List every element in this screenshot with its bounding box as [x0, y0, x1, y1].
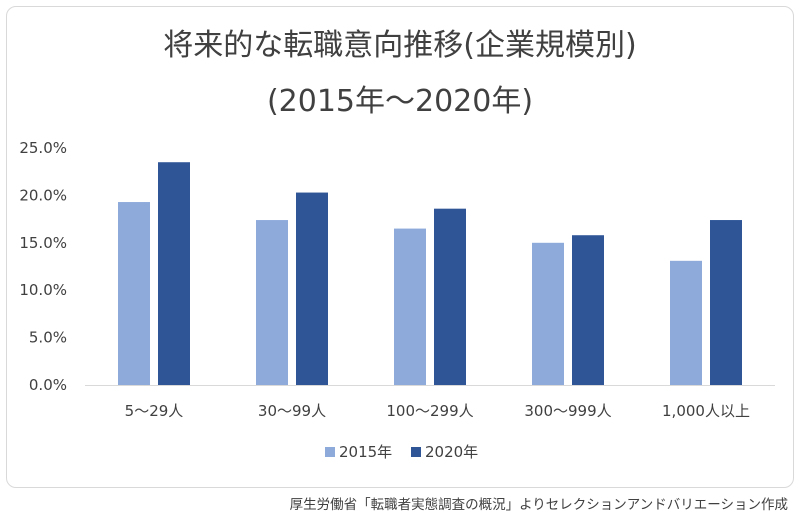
- y-tick-label: 0.0%: [29, 376, 67, 394]
- x-tick-label: 1,000人以上: [662, 402, 750, 420]
- chart-title: 将来的な転職意向推移(企業規模別): [163, 28, 637, 63]
- y-tick-label: 10.0%: [19, 281, 67, 299]
- x-tick-label: 5～29人: [125, 402, 184, 420]
- y-tick-label: 20.0%: [19, 186, 67, 204]
- legend-label: 2020年: [425, 443, 478, 461]
- bar: [572, 235, 604, 385]
- y-tick-label: 15.0%: [19, 234, 67, 252]
- bar: [670, 260, 702, 385]
- legend-label: 2015年: [339, 443, 392, 461]
- x-tick-label: 300～999人: [524, 402, 611, 420]
- bar: [118, 202, 150, 385]
- bar: [394, 228, 426, 385]
- legend-swatch: [411, 447, 421, 457]
- legend-swatch: [325, 447, 335, 457]
- bar: [434, 208, 466, 385]
- x-tick-label: 30～99人: [258, 402, 326, 420]
- bar: [532, 242, 564, 385]
- x-tick-label: 100～299人: [386, 402, 473, 420]
- bar: [158, 162, 190, 385]
- y-tick-label: 25.0%: [19, 139, 67, 157]
- bar: [256, 220, 288, 385]
- chart-subtitle: (2015年～2020年): [266, 84, 534, 119]
- bar: [710, 220, 742, 385]
- y-tick-label: 5.0%: [29, 329, 67, 347]
- bar: [296, 192, 328, 385]
- source-note: 厚生労働省「転職者実態調査の概況」よりセレクションアンドバリエーション作成: [289, 497, 788, 513]
